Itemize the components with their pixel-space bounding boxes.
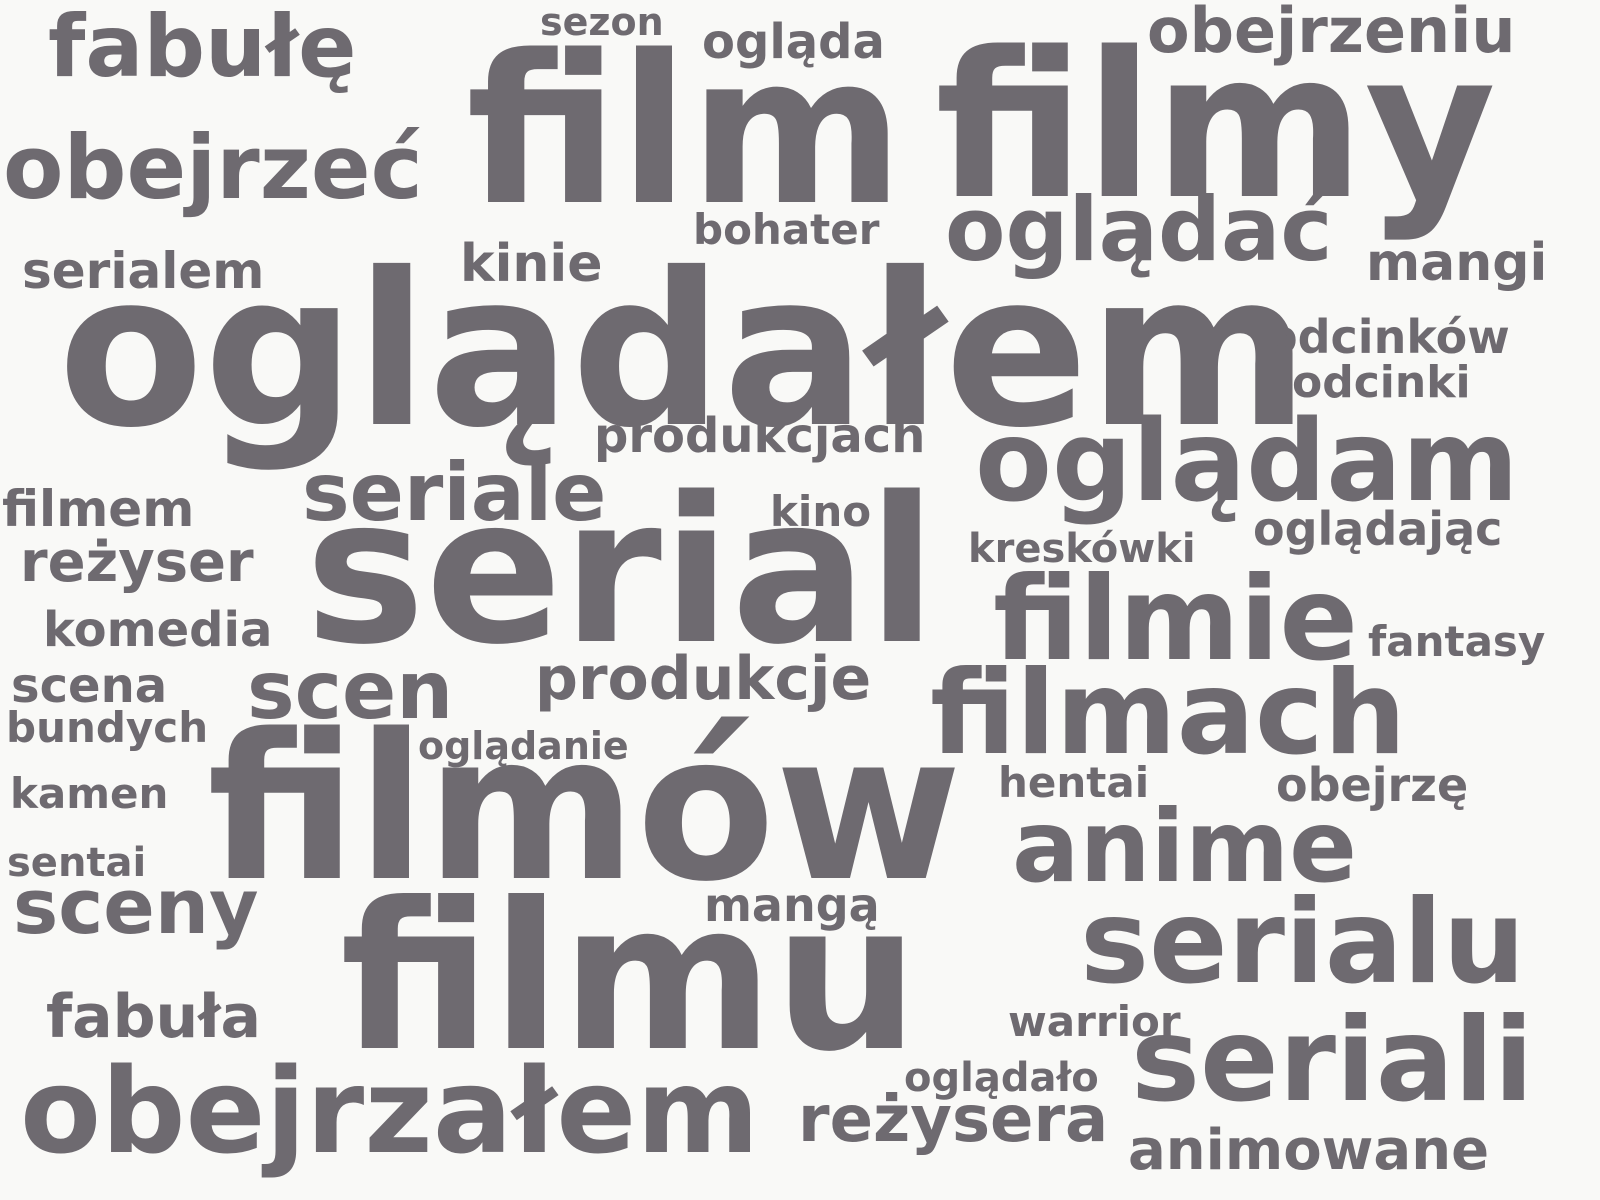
word-ogladajac: oglądając bbox=[1253, 502, 1503, 556]
word-obejrzeniu: obejrzeniu bbox=[1147, 0, 1516, 67]
word-sceny: sceny bbox=[13, 862, 259, 951]
word-ogladac: oglądać bbox=[945, 178, 1333, 281]
word-anime: anime bbox=[1012, 788, 1357, 905]
word-filmem: filmem bbox=[2, 480, 195, 538]
word-mangi: mangi bbox=[1366, 233, 1548, 293]
word-filmach: filmach bbox=[930, 646, 1407, 781]
word-seriale: seriale bbox=[302, 446, 607, 539]
word-scen: scen bbox=[247, 644, 454, 737]
word-filmu: filmu bbox=[340, 860, 919, 1097]
word-fantasy: fantasy bbox=[1368, 617, 1546, 666]
word-hentai: hentai bbox=[998, 758, 1150, 807]
word-obejrze: obejrzę bbox=[1276, 758, 1469, 812]
word-bohater: bohater bbox=[693, 205, 880, 254]
word-fabula: fabuła bbox=[46, 982, 262, 1052]
word-odcinkow: odcinków bbox=[1266, 310, 1510, 364]
word-produkcjach: produkcjach bbox=[594, 408, 926, 464]
word-seriali: seriali bbox=[1131, 993, 1534, 1128]
word-warrior: warrior bbox=[1008, 997, 1181, 1046]
word-filmow: filmów bbox=[207, 690, 962, 926]
word-animowane: animowane bbox=[1128, 1118, 1490, 1183]
word-odcinki: odcinki bbox=[1292, 357, 1471, 408]
word-ogladam: oglądam bbox=[975, 397, 1519, 527]
word-obejrzalem: obejrzałem bbox=[20, 1042, 760, 1180]
word-sentai: sentai bbox=[7, 840, 147, 886]
word-fabule: fabułę bbox=[48, 0, 357, 97]
word-komedia: komedia bbox=[43, 602, 273, 658]
word-obejrzec: obejrzeć bbox=[3, 116, 423, 219]
word-serialu: serialu bbox=[1080, 875, 1526, 1010]
word-ogladanie: oglądanie bbox=[418, 724, 629, 768]
word-filmie: filmie bbox=[993, 552, 1359, 687]
word-kreskowki: kreskówki bbox=[968, 526, 1196, 572]
word-filmy: filmy bbox=[935, 8, 1497, 244]
word-bundych: bundych bbox=[6, 703, 209, 752]
word-ogladalem: oglądałem bbox=[58, 227, 1310, 474]
word-kinie: kinie bbox=[460, 234, 603, 294]
word-serialem: serialem bbox=[22, 242, 265, 300]
word-produkcje: produkcje bbox=[535, 644, 872, 714]
word-kamen: kamen bbox=[10, 769, 169, 818]
word-scena: scena bbox=[11, 658, 168, 714]
word-rezysera: reżysera bbox=[798, 1083, 1109, 1157]
word-ogladalo: oglądało bbox=[904, 1055, 1099, 1101]
word-ogląda: ogląda bbox=[702, 14, 885, 70]
word-kino: kino bbox=[770, 487, 872, 536]
word-manga: mangą bbox=[704, 878, 880, 932]
word-rezyser: reżyser bbox=[20, 530, 254, 595]
word-sezon: sezon bbox=[540, 0, 664, 44]
word-serial: serial bbox=[305, 453, 937, 689]
word-film: film bbox=[466, 11, 904, 251]
